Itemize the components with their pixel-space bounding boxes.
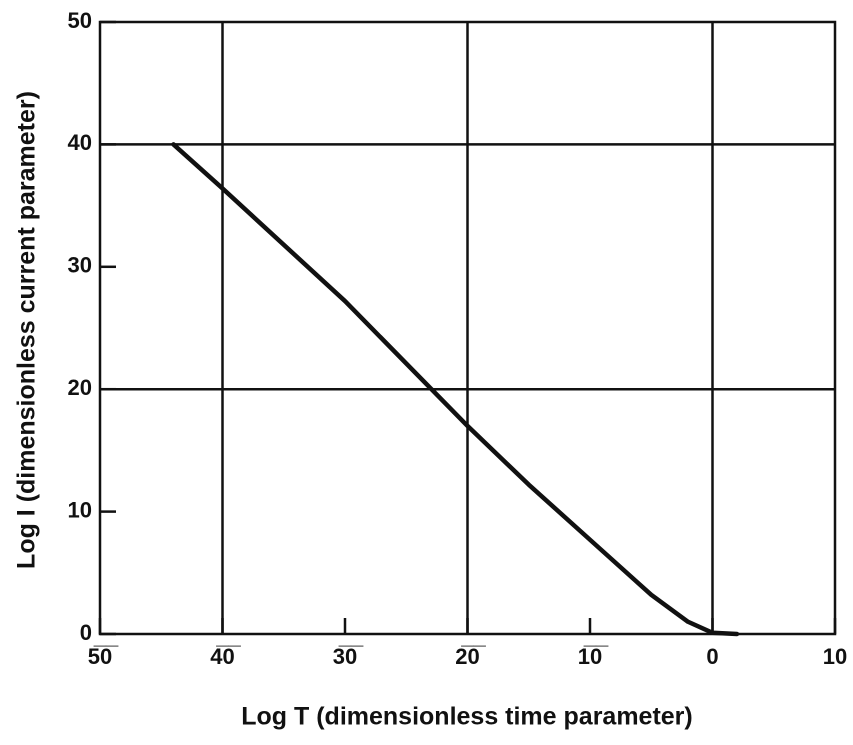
y-tick-label: 40 — [68, 130, 92, 155]
y-tick-label: 30 — [68, 253, 92, 278]
x-tick-label: 1̅0̅ — [578, 644, 609, 669]
x-tick-label: 5̅0̅ — [88, 644, 119, 669]
x-axis-label: Log T (dimensionless time parameter) — [241, 703, 693, 731]
y-tick-label: 50 — [68, 8, 92, 33]
x-tick-label: 2̅0̅ — [455, 644, 486, 669]
y-tick-label: 20 — [68, 375, 92, 400]
x-tick-label: 10 — [823, 644, 847, 669]
data-line — [171, 142, 740, 637]
x-tick-label: 4̅0̅ — [210, 644, 241, 669]
x-tick-label: 3̅0̅ — [333, 644, 364, 669]
x-tick-label: 0 — [706, 644, 718, 669]
y-tick-label: 10 — [68, 497, 92, 522]
y-axis-label: Log I (dimensionless current parameter) — [13, 91, 41, 569]
y-tick-label: 0 — [80, 620, 92, 645]
